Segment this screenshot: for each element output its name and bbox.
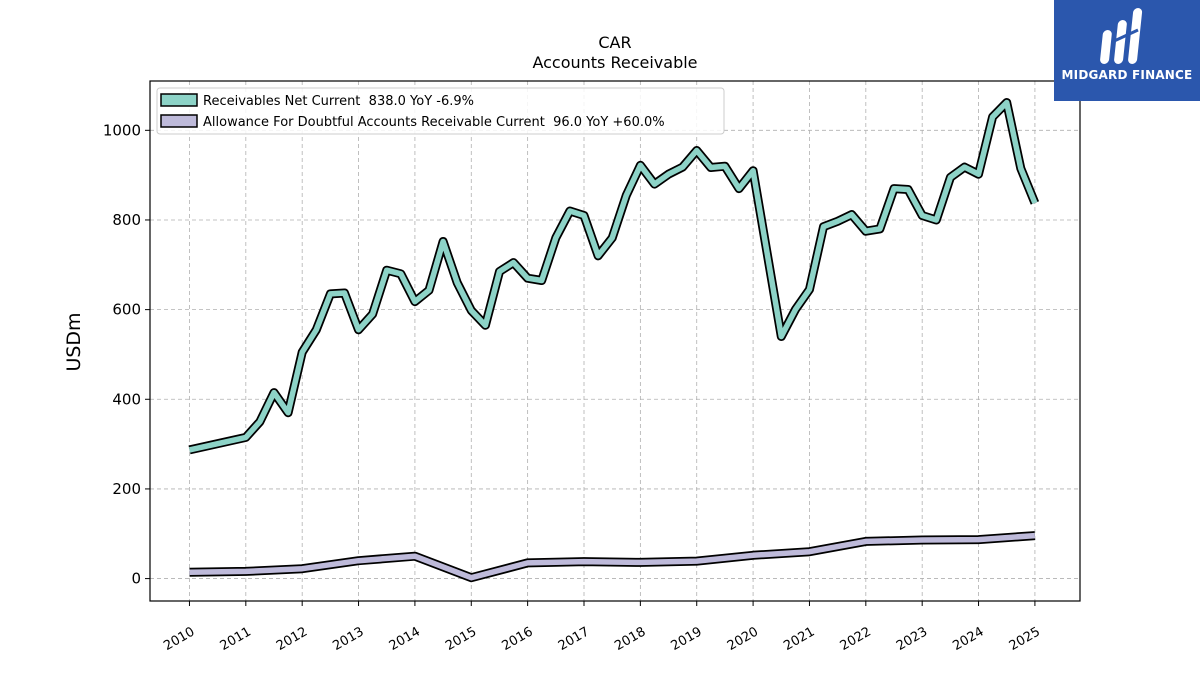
y-tick-label: 400 <box>112 390 141 408</box>
y-axis-ticks: 0 200 400 600 800 1000 <box>103 121 150 588</box>
x-axis-ticks: 2010 2011 2012 2013 2014 2015 2016 2017 2018 2019… <box>161 601 1043 654</box>
x-tick-label: 2015 <box>443 624 479 654</box>
legend: Receivables Net Current 838.0 YoY -6.9% … <box>156 87 725 135</box>
grid <box>150 81 1080 601</box>
legend-box <box>156 87 725 135</box>
chart-title: CAR <box>598 33 631 52</box>
y-axis-label: USDm <box>63 312 85 371</box>
plot-frame <box>149 80 1081 602</box>
x-tick-label: 2012 <box>274 624 310 654</box>
x-tick-label: 2021 <box>781 624 817 654</box>
x-tick-label: 2013 <box>330 624 366 654</box>
x-tick-label: 2020 <box>725 624 761 654</box>
y-tick-label: 0 <box>131 570 141 588</box>
x-tick-label: 2018 <box>612 624 648 654</box>
y-tick-label: 1000 <box>103 121 141 139</box>
legend-label-allowance: Allowance For Doubtful Accounts Receivab… <box>203 115 665 130</box>
x-tick-label: 2010 <box>161 624 197 654</box>
chart-subtitle: Accounts Receivable <box>532 53 697 72</box>
series-line-receivables-outline <box>188 98 1040 455</box>
legend-swatch-receivables <box>160 93 198 107</box>
x-tick-label: 2024 <box>950 624 986 654</box>
x-tick-label: 2019 <box>669 624 705 654</box>
y-tick-label: 800 <box>112 211 141 229</box>
legend-label-receivables: Receivables Net Current 838.0 YoY -6.9% <box>203 94 474 109</box>
series-lines <box>188 98 1040 583</box>
x-tick-label: 2011 <box>218 624 254 654</box>
x-tick-label: 2025 <box>1007 624 1043 654</box>
brand-logo-text: MIDGARD FINANCE <box>1061 68 1193 82</box>
legend-swatch-allowance <box>160 114 198 128</box>
y-tick-label: 600 <box>112 301 141 319</box>
x-tick-label: 2014 <box>387 624 423 654</box>
x-tick-label: 2022 <box>838 624 874 654</box>
brand-logo: MIDGARD FINANCE <box>1054 0 1200 101</box>
series-line-allowance <box>189 532 1036 581</box>
series-line-receivables <box>188 99 1038 453</box>
midgard-logo-icon <box>1100 8 1143 64</box>
y-tick-label: 200 <box>112 480 141 498</box>
x-tick-label: 2023 <box>894 624 930 654</box>
x-tick-label: 2017 <box>556 624 592 654</box>
x-tick-label: 2016 <box>499 624 535 654</box>
